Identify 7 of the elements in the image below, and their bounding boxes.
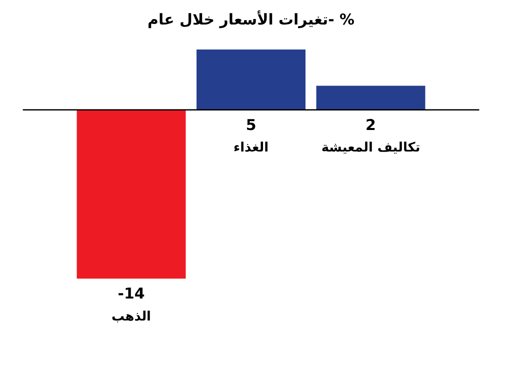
chart-title: تغيرات الأسعار خلال عام- % <box>148 10 355 29</box>
x-tick-label: تكاليف المعيشة <box>321 140 420 156</box>
data-label: 5 <box>246 116 256 134</box>
data-label: 2 <box>366 116 376 134</box>
x-tick-label: الغذاء <box>233 140 269 156</box>
x-tick-label: الذهب <box>112 309 151 324</box>
data-label: -14 <box>118 284 145 303</box>
